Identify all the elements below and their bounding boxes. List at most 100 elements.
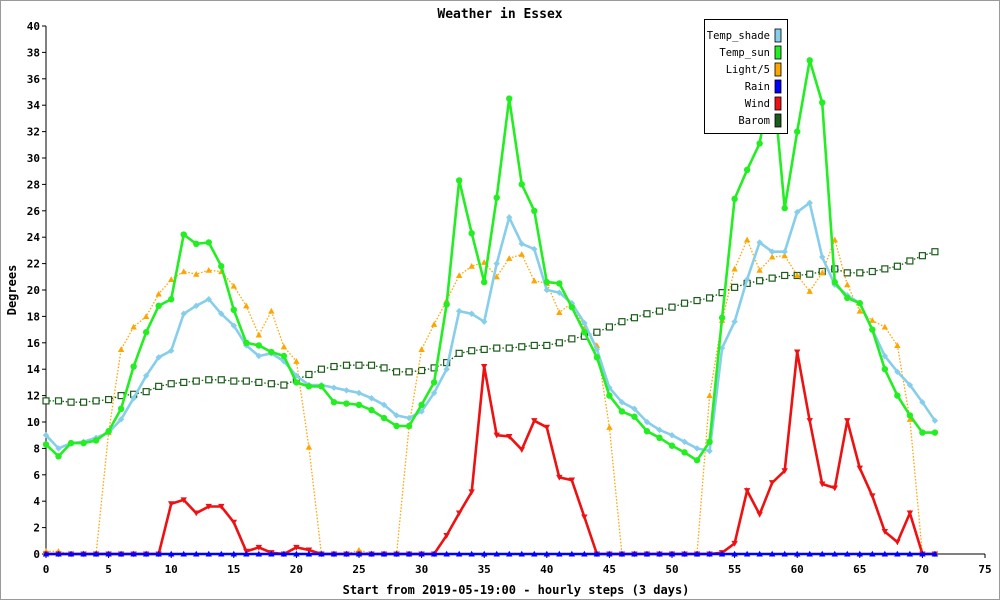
data-point-temp-shade	[155, 354, 162, 361]
x-tick-label: 35	[478, 563, 491, 576]
series-temp-sun	[42, 57, 939, 464]
data-point-barom	[392, 368, 401, 376]
data-point-temp-sun	[844, 294, 851, 302]
y-tick-label: 4	[33, 495, 40, 508]
data-point-barom	[230, 377, 238, 385]
data-point-barom	[505, 344, 513, 352]
legend-swatch-rain	[774, 79, 782, 94]
data-point-temp-shade	[743, 276, 751, 283]
data-point-light-5	[844, 281, 851, 288]
data-point-temp-shade	[919, 399, 926, 406]
data-point-wind	[881, 529, 889, 535]
data-point-temp-sun	[743, 166, 751, 174]
data-point-rain	[92, 550, 100, 557]
data-point-rain	[618, 550, 626, 557]
data-point-wind	[305, 547, 313, 554]
data-point-temp-sun	[305, 383, 313, 390]
x-tick-label: 65	[853, 563, 866, 576]
data-point-rain	[243, 550, 250, 557]
data-point-wind	[743, 488, 751, 494]
y-tick-label: 34	[27, 99, 41, 112]
data-point-temp-shade	[42, 432, 50, 439]
data-point-temp-shade	[706, 447, 713, 455]
data-point-light-5	[280, 343, 288, 350]
x-tick-label: 15	[227, 563, 240, 576]
data-point-wind	[481, 364, 488, 370]
data-point-temp-sun	[831, 278, 838, 286]
data-point-barom	[781, 271, 789, 280]
data-point-barom	[843, 269, 851, 277]
data-point-temp-shade	[556, 289, 563, 296]
data-point-rain	[906, 550, 914, 557]
data-point-barom	[918, 252, 927, 260]
data-point-light-5	[168, 276, 175, 282]
data-point-temp-sun	[393, 422, 400, 430]
data-point-temp-sun	[318, 383, 325, 390]
y-tick-label: 22	[27, 258, 40, 271]
data-point-temp-shade	[55, 445, 62, 452]
data-point-temp-sun	[681, 449, 688, 456]
data-point-light-5	[819, 269, 826, 276]
data-point-wind	[455, 510, 463, 517]
data-point-temp-sun	[606, 392, 613, 399]
data-point-temp-shade	[931, 417, 939, 424]
data-point-temp-shade	[781, 248, 788, 255]
data-point-temp-sun	[493, 194, 500, 201]
data-point-barom	[79, 398, 88, 406]
data-point-rain	[330, 550, 338, 557]
data-point-temp-shade	[693, 445, 701, 452]
data-point-light-5	[768, 253, 776, 260]
data-point-rain	[193, 550, 200, 557]
data-point-temp-sun	[193, 240, 200, 247]
data-point-temp-sun	[105, 428, 112, 435]
legend-swatch-barom	[774, 113, 782, 128]
data-point-rain	[80, 550, 87, 557]
data-point-temp-shade	[819, 253, 826, 261]
data-point-rain	[430, 550, 438, 557]
data-point-temp-shade	[668, 432, 676, 439]
data-point-barom	[468, 347, 476, 355]
y-tick-label: 10	[27, 416, 40, 429]
y-tick-label: 2	[33, 522, 40, 535]
data-point-rain	[781, 550, 788, 557]
data-point-wind	[831, 485, 838, 492]
data-point-rain	[142, 550, 150, 557]
data-point-rain	[42, 550, 50, 557]
data-point-wind	[193, 510, 200, 517]
data-point-wind	[906, 510, 914, 517]
data-point-barom	[42, 397, 50, 405]
data-point-barom	[142, 388, 150, 396]
series-group	[42, 57, 939, 558]
data-point-temp-shade	[193, 302, 200, 310]
y-tick-label: 28	[27, 178, 40, 191]
data-point-wind	[180, 497, 187, 504]
data-point-temp-sun	[330, 399, 338, 406]
y-tick-label: 38	[27, 46, 40, 59]
data-point-temp-shade	[393, 412, 400, 419]
data-point-temp-shade	[606, 384, 613, 391]
data-point-temp-sun	[92, 437, 100, 444]
data-point-temp-shade	[117, 416, 125, 423]
data-point-barom	[305, 370, 313, 379]
data-point-rain	[418, 550, 425, 557]
data-point-temp-shade	[643, 418, 651, 426]
y-tick-label: 8	[33, 442, 40, 455]
data-point-rain	[756, 550, 763, 557]
data-point-rain	[67, 550, 75, 557]
data-point-barom	[355, 361, 363, 369]
data-point-barom	[493, 344, 501, 352]
data-point-temp-sun	[180, 231, 187, 238]
series-line-barom	[46, 251, 936, 403]
data-point-barom	[693, 296, 701, 305]
data-point-light-5	[305, 443, 313, 450]
series-line-temp-shade	[45, 200, 936, 453]
data-point-barom	[67, 398, 75, 406]
x-tick-label: 40	[540, 563, 553, 576]
data-point-light-5	[781, 252, 788, 259]
data-point-barom	[806, 270, 814, 278]
data-point-temp-shade	[731, 318, 738, 325]
x-tick-label: 25	[352, 563, 365, 576]
data-point-rain	[543, 550, 550, 557]
data-point-barom	[906, 257, 914, 265]
